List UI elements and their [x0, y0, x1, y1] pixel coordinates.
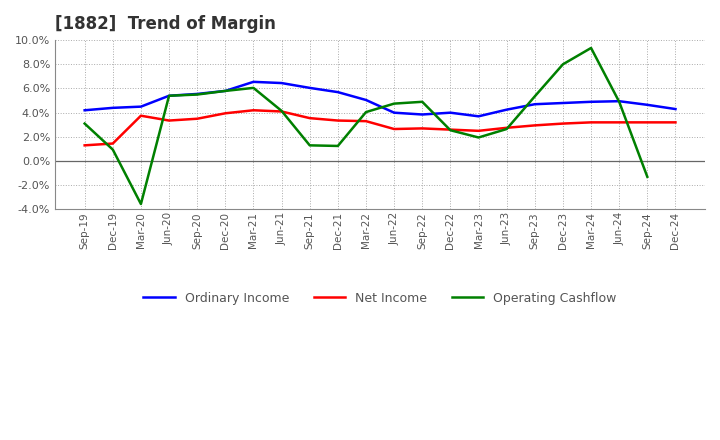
- Ordinary Income: [446, 110, 455, 115]
- Net Income: [137, 113, 145, 118]
- Net Income: [305, 115, 314, 121]
- Operating Cashflow: [418, 99, 426, 104]
- Ordinary Income: [671, 106, 680, 112]
- Operating Cashflow: [446, 128, 455, 133]
- Net Income: [474, 128, 483, 133]
- Text: [1882]  Trend of Margin: [1882] Trend of Margin: [55, 15, 276, 33]
- Operating Cashflow: [249, 85, 258, 91]
- Ordinary Income: [559, 100, 567, 106]
- Net Income: [333, 118, 342, 123]
- Operating Cashflow: [390, 101, 398, 106]
- Ordinary Income: [333, 89, 342, 95]
- Net Income: [615, 120, 624, 125]
- Operating Cashflow: [305, 143, 314, 148]
- Operating Cashflow: [221, 88, 230, 94]
- Net Income: [390, 126, 398, 132]
- Ordinary Income: [643, 102, 652, 107]
- Operating Cashflow: [165, 93, 174, 99]
- Ordinary Income: [137, 104, 145, 109]
- Operating Cashflow: [503, 126, 511, 132]
- Net Income: [193, 116, 202, 121]
- Operating Cashflow: [109, 147, 117, 152]
- Net Income: [587, 120, 595, 125]
- Ordinary Income: [531, 102, 539, 107]
- Net Income: [249, 108, 258, 113]
- Line: Ordinary Income: Ordinary Income: [85, 82, 675, 116]
- Net Income: [559, 121, 567, 126]
- Operating Cashflow: [587, 45, 595, 51]
- Net Income: [277, 109, 286, 114]
- Operating Cashflow: [531, 94, 539, 99]
- Operating Cashflow: [193, 92, 202, 97]
- Net Income: [165, 118, 174, 123]
- Ordinary Income: [474, 114, 483, 119]
- Net Income: [361, 118, 370, 124]
- Net Income: [643, 120, 652, 125]
- Ordinary Income: [109, 105, 117, 110]
- Operating Cashflow: [333, 143, 342, 149]
- Operating Cashflow: [474, 135, 483, 140]
- Line: Operating Cashflow: Operating Cashflow: [85, 48, 647, 204]
- Ordinary Income: [249, 79, 258, 84]
- Net Income: [109, 141, 117, 146]
- Ordinary Income: [221, 88, 230, 94]
- Ordinary Income: [615, 99, 624, 104]
- Line: Net Income: Net Income: [85, 110, 675, 145]
- Operating Cashflow: [615, 99, 624, 104]
- Net Income: [531, 123, 539, 128]
- Ordinary Income: [165, 93, 174, 99]
- Operating Cashflow: [277, 108, 286, 114]
- Net Income: [503, 125, 511, 130]
- Operating Cashflow: [137, 202, 145, 207]
- Net Income: [221, 110, 230, 116]
- Net Income: [671, 120, 680, 125]
- Legend: Ordinary Income, Net Income, Operating Cashflow: Ordinary Income, Net Income, Operating C…: [138, 287, 622, 310]
- Operating Cashflow: [559, 62, 567, 67]
- Ordinary Income: [277, 81, 286, 86]
- Ordinary Income: [390, 110, 398, 115]
- Net Income: [446, 127, 455, 132]
- Operating Cashflow: [81, 121, 89, 126]
- Ordinary Income: [587, 99, 595, 104]
- Net Income: [81, 143, 89, 148]
- Ordinary Income: [361, 97, 370, 103]
- Operating Cashflow: [643, 174, 652, 180]
- Net Income: [418, 126, 426, 131]
- Ordinary Income: [418, 112, 426, 117]
- Operating Cashflow: [361, 110, 370, 115]
- Ordinary Income: [305, 85, 314, 91]
- Ordinary Income: [193, 91, 202, 96]
- Ordinary Income: [81, 108, 89, 113]
- Ordinary Income: [503, 107, 511, 112]
